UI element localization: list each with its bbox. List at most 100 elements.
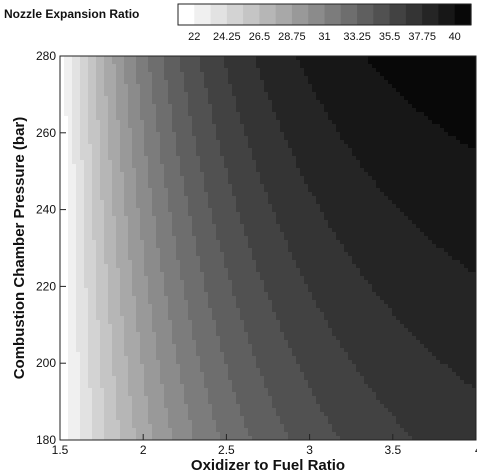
contour-cell <box>72 92 77 97</box>
contour-cell <box>380 80 385 85</box>
contour-cell <box>396 56 401 61</box>
contour-cell <box>156 184 161 189</box>
contour-cell <box>108 104 113 109</box>
contour-cell <box>468 72 473 77</box>
contour-cell <box>240 104 245 109</box>
contour-cell <box>228 60 233 65</box>
contour-cell <box>160 236 165 241</box>
contour-cell <box>320 112 325 117</box>
contour-cell <box>420 88 425 93</box>
contour-cell <box>84 88 89 93</box>
contour-cell <box>232 144 237 149</box>
contour-cell <box>316 184 321 189</box>
contour-cell <box>196 104 201 109</box>
contour-cell <box>288 80 293 85</box>
contour-cell <box>248 80 253 85</box>
contour-cell <box>192 188 197 193</box>
contour-cell <box>400 240 405 245</box>
contour-cell <box>132 232 137 237</box>
contour-cell <box>360 112 365 117</box>
contour-cell <box>108 228 113 233</box>
contour-cell <box>200 84 205 89</box>
contour-cell <box>324 232 329 237</box>
contour-cell <box>428 184 433 189</box>
contour-cell <box>72 184 77 189</box>
contour-cell <box>104 208 109 213</box>
contour-cell <box>356 72 361 77</box>
contour-cell <box>184 208 189 213</box>
contour-cell <box>236 80 241 85</box>
contour-cell <box>212 124 217 129</box>
contour-cell <box>96 180 101 185</box>
contour-cell <box>220 216 225 221</box>
contour-cell <box>172 56 177 61</box>
contour-cell <box>288 192 293 197</box>
contour-cell <box>152 152 157 157</box>
contour-cell <box>384 56 389 61</box>
contour-cell <box>320 80 325 85</box>
contour-cell <box>264 112 269 117</box>
contour-cell <box>340 68 345 73</box>
contour-cell <box>292 96 297 101</box>
contour-cell <box>280 132 285 137</box>
contour-cell <box>380 120 385 125</box>
contour-cell <box>208 132 213 137</box>
contour-cell <box>108 240 113 245</box>
contour-cell <box>308 236 313 241</box>
contour-cell <box>448 68 453 73</box>
contour-cell <box>236 240 241 245</box>
contour-cell <box>360 192 365 197</box>
contour-cell <box>276 92 281 97</box>
contour-cell <box>100 240 105 245</box>
contour-cell <box>112 80 117 85</box>
contour-cell <box>352 88 357 93</box>
contour-cell <box>68 124 73 129</box>
contour-cell <box>272 200 277 205</box>
contour-cell <box>360 220 365 225</box>
contour-cell <box>324 84 329 89</box>
contour-cell <box>180 176 185 181</box>
contour-cell <box>88 196 93 201</box>
contour-cell <box>328 244 333 249</box>
contour-cell <box>456 208 461 213</box>
contour-cell <box>100 236 105 241</box>
contour-cell <box>188 180 193 185</box>
contour-cell <box>436 72 441 77</box>
contour-cell <box>328 204 333 209</box>
contour-cell <box>364 212 369 217</box>
contour-cell <box>132 244 137 249</box>
contour-cell <box>196 220 201 225</box>
contour-cell <box>448 196 453 201</box>
contour-cell <box>240 152 245 157</box>
contour-cell <box>344 228 349 233</box>
contour-cell <box>272 168 277 173</box>
contour-cell <box>468 224 473 229</box>
contour-cell <box>220 96 225 101</box>
contour-cell <box>340 196 345 201</box>
contour-cell <box>336 128 341 133</box>
contour-cell <box>144 124 149 129</box>
contour-cell <box>324 168 329 173</box>
contour-cell <box>452 164 457 169</box>
contour-cell <box>124 108 129 113</box>
contour-cell <box>76 56 81 61</box>
contour-cell <box>308 220 313 225</box>
contour-cell <box>404 136 409 141</box>
contour-cell <box>276 128 281 133</box>
contour-cell <box>136 176 141 181</box>
contour-cell <box>304 156 309 161</box>
contour-cell <box>400 104 405 109</box>
contour-cell <box>424 196 429 201</box>
contour-cell <box>300 148 305 153</box>
contour-cell <box>328 212 333 217</box>
contour-cell <box>296 204 301 209</box>
contour-cell <box>300 80 305 85</box>
contour-cell <box>300 216 305 221</box>
contour-cell <box>320 192 325 197</box>
contour-cell <box>464 224 469 229</box>
contour-cell <box>292 236 297 241</box>
contour-cell <box>124 196 129 201</box>
contour-cell <box>116 184 121 189</box>
contour-cell <box>116 76 121 81</box>
contour-cell <box>104 124 109 129</box>
